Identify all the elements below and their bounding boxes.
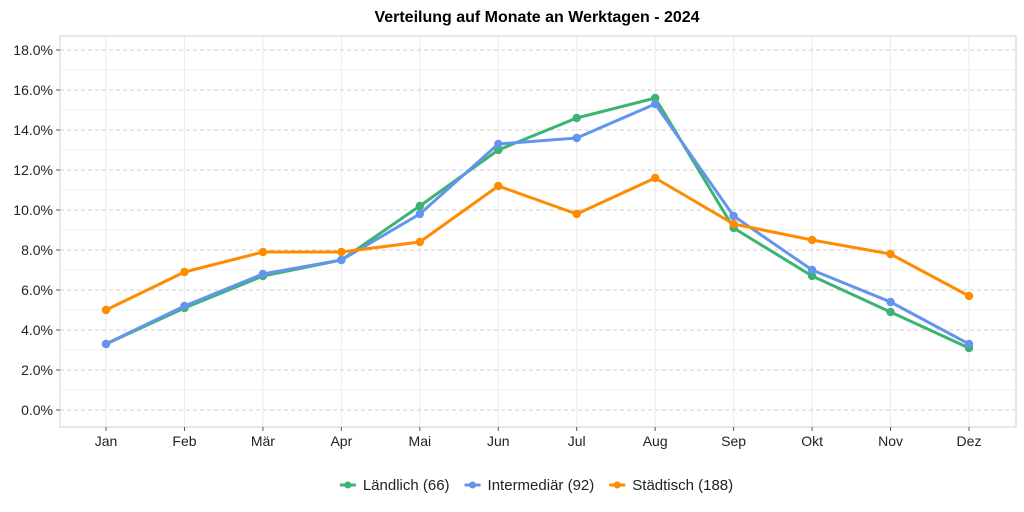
data-point[interactable] (258, 269, 268, 279)
data-point[interactable] (886, 249, 895, 259)
series-line (104, 96, 971, 350)
y-tick-label: 18.0% (13, 42, 53, 58)
x-tick-label: Okt (801, 433, 823, 449)
y-tick-label: 8.0% (21, 242, 53, 258)
data-point[interactable] (886, 297, 895, 307)
data-point[interactable] (572, 133, 581, 143)
series-0 (101, 93, 974, 353)
x-tick-label: Mai (409, 433, 432, 449)
series-1 (101, 99, 974, 349)
data-point[interactable] (415, 237, 425, 247)
legend-swatch-point (469, 481, 477, 489)
x-tick-label: Jul (568, 433, 586, 449)
y-axis: 0.0% 2.0% 4.0% 6.0% 8.0% 10.0% 12.0% 14.0% 16.0%… (13, 42, 60, 418)
y-tick-label: 6.0% (21, 282, 53, 298)
y-tick-label: 2.0% (21, 362, 53, 378)
legend-item-0[interactable]: Ländlich (66) (339, 477, 450, 494)
data-point[interactable] (964, 339, 974, 349)
data-point[interactable] (807, 265, 817, 275)
legend-item-2[interactable]: Städtisch (188) (609, 477, 733, 494)
data-point[interactable] (729, 219, 738, 229)
x-tick-label: Jan (95, 433, 118, 449)
y-tick-label: 4.0% (21, 322, 53, 338)
y-tick-label: 0.0% (21, 402, 53, 418)
legend-swatch-point (613, 481, 621, 489)
data-point[interactable] (807, 235, 817, 245)
y-tick-label: 14.0% (13, 122, 53, 138)
data-point[interactable] (415, 209, 425, 219)
series-2 (101, 173, 974, 315)
data-point[interactable] (337, 247, 346, 257)
x-tick-label: Apr (330, 433, 352, 449)
series-layer (101, 93, 974, 353)
x-tick-label: Dez (957, 433, 982, 449)
data-point[interactable] (572, 113, 581, 123)
data-point[interactable] (650, 173, 660, 183)
legend-label: Ländlich (66) (363, 477, 450, 494)
data-point[interactable] (807, 271, 817, 281)
plot-frame (59, 35, 1017, 428)
data-point[interactable] (415, 201, 425, 211)
y-tick-label: 10.0% (13, 202, 53, 218)
data-point[interactable] (572, 209, 581, 219)
x-axis: Jan Feb Mär Apr Mai Jun Jul Aug Sep Okt Nov Dez (95, 427, 982, 449)
legend-label: Städtisch (188) (632, 477, 733, 494)
data-point[interactable] (101, 305, 111, 315)
data-point[interactable] (729, 211, 738, 221)
x-tick-label: Sep (721, 433, 746, 449)
chart-title: Verteilung auf Monate an Werktagen - 202… (374, 9, 699, 26)
data-point[interactable] (337, 255, 346, 265)
legend-label: Intermediär (92) (488, 477, 595, 494)
data-point[interactable] (964, 291, 974, 301)
x-tick-label: Feb (172, 433, 196, 449)
y-tick-label: 12.0% (13, 162, 53, 178)
grid (60, 36, 1016, 427)
series-line (104, 102, 971, 346)
data-point[interactable] (886, 307, 895, 317)
x-tick-label: Mär (251, 433, 275, 449)
legend: Ländlich (66) Intermediär (92) Städtisch (… (339, 477, 733, 494)
legend-item-1[interactable]: Intermediär (92) (464, 477, 595, 494)
x-tick-label: Aug (643, 433, 668, 449)
data-point[interactable] (101, 339, 111, 349)
y-tick-label: 16.0% (13, 82, 53, 98)
legend-swatch-point (344, 481, 352, 489)
series-line (104, 176, 971, 312)
data-point[interactable] (650, 93, 660, 103)
data-point[interactable] (180, 301, 189, 311)
data-point[interactable] (494, 139, 503, 149)
data-point[interactable] (258, 247, 268, 257)
x-tick-label: Jun (487, 433, 510, 449)
data-point[interactable] (180, 267, 189, 277)
data-point[interactable] (494, 181, 503, 191)
data-point[interactable] (650, 99, 660, 109)
x-tick-label: Nov (878, 433, 903, 449)
